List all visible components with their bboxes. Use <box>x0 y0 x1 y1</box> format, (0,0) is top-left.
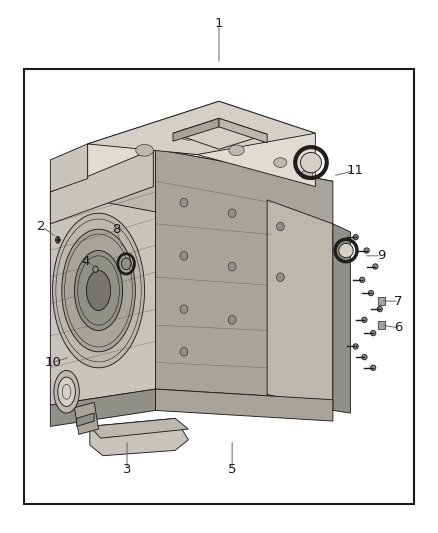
Ellipse shape <box>228 209 236 217</box>
Polygon shape <box>155 389 333 421</box>
Text: 4: 4 <box>81 255 90 268</box>
Text: 11: 11 <box>346 164 363 177</box>
Bar <box>24 69 414 504</box>
Polygon shape <box>267 200 333 410</box>
Ellipse shape <box>371 330 376 336</box>
Polygon shape <box>173 118 219 141</box>
Ellipse shape <box>276 222 284 231</box>
Text: 10: 10 <box>44 356 61 369</box>
Ellipse shape <box>373 264 378 269</box>
Ellipse shape <box>180 305 188 313</box>
Ellipse shape <box>136 144 153 156</box>
Ellipse shape <box>276 273 284 281</box>
Text: 6: 6 <box>394 321 403 334</box>
Ellipse shape <box>229 145 244 156</box>
Text: 1: 1 <box>215 18 223 30</box>
Polygon shape <box>77 413 94 426</box>
Ellipse shape <box>360 277 365 282</box>
Ellipse shape <box>228 316 236 324</box>
Ellipse shape <box>339 243 353 257</box>
Ellipse shape <box>53 213 145 368</box>
Text: 7: 7 <box>394 295 403 308</box>
Ellipse shape <box>62 229 135 352</box>
Ellipse shape <box>364 248 369 253</box>
Ellipse shape <box>74 251 123 330</box>
Ellipse shape <box>180 128 197 140</box>
Polygon shape <box>50 389 155 426</box>
Ellipse shape <box>300 152 321 173</box>
Polygon shape <box>90 418 188 438</box>
Polygon shape <box>219 118 267 143</box>
Polygon shape <box>50 149 153 224</box>
Text: 8: 8 <box>112 223 120 236</box>
Text: 9: 9 <box>377 249 385 262</box>
Ellipse shape <box>93 266 98 272</box>
Ellipse shape <box>368 290 374 296</box>
Ellipse shape <box>362 354 367 360</box>
Polygon shape <box>50 149 333 227</box>
Polygon shape <box>74 402 99 434</box>
Text: 3: 3 <box>123 463 131 475</box>
Polygon shape <box>173 118 267 149</box>
Text: 2: 2 <box>37 220 46 233</box>
Ellipse shape <box>228 262 236 271</box>
Ellipse shape <box>300 171 313 179</box>
Polygon shape <box>50 144 88 192</box>
Polygon shape <box>378 297 385 305</box>
Polygon shape <box>90 418 188 456</box>
Text: 5: 5 <box>228 463 237 475</box>
Polygon shape <box>333 224 350 413</box>
Ellipse shape <box>377 306 382 312</box>
Ellipse shape <box>353 344 358 349</box>
Ellipse shape <box>180 252 188 260</box>
Polygon shape <box>50 149 155 405</box>
Ellipse shape <box>362 317 367 322</box>
Polygon shape <box>155 149 333 400</box>
Ellipse shape <box>180 348 188 356</box>
Polygon shape <box>88 101 315 155</box>
Polygon shape <box>378 321 385 329</box>
Ellipse shape <box>180 198 188 207</box>
Ellipse shape <box>54 370 79 413</box>
Ellipse shape <box>58 377 75 406</box>
Ellipse shape <box>371 365 376 370</box>
Ellipse shape <box>56 237 60 243</box>
Ellipse shape <box>353 235 358 240</box>
Polygon shape <box>88 101 315 203</box>
Ellipse shape <box>121 258 131 270</box>
Ellipse shape <box>274 158 287 167</box>
Ellipse shape <box>86 271 110 310</box>
